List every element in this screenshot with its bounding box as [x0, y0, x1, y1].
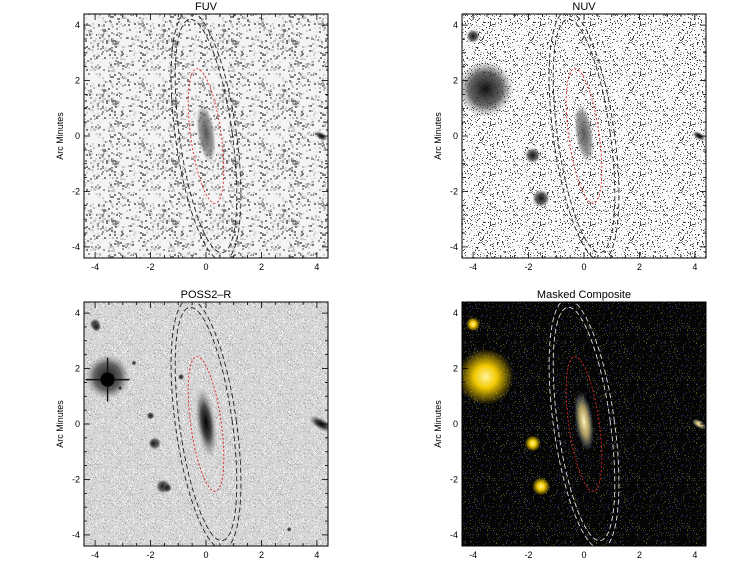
outer-aperture-1 — [548, 302, 620, 546]
outer-aperture-0 — [552, 18, 616, 254]
central-galaxy — [194, 386, 218, 459]
x-tick-label: -2 — [147, 550, 155, 560]
panel-image-nuv — [462, 14, 706, 258]
x-tick-label: 4 — [692, 550, 697, 560]
y-axis-label: Arc Minutes — [55, 112, 65, 160]
y-tick-label: 0 — [75, 131, 80, 141]
edge-galaxy — [691, 130, 706, 142]
y-tick-label: 4 — [453, 20, 458, 30]
y-tick-label: 2 — [453, 76, 458, 86]
edge-galaxy — [308, 415, 328, 433]
y-tick-label: 2 — [453, 364, 458, 374]
x-tick-label: 4 — [314, 262, 319, 272]
outer-aperture-0 — [174, 18, 238, 254]
panel-poss: -4 -4 -2 -2 0 0 2 2 4 4 POSS2–R Arc Minutes — [55, 289, 329, 560]
y-tick-label: -2 — [450, 474, 458, 484]
x-tick-label: 2 — [637, 262, 642, 272]
x-tick-label: 4 — [692, 262, 697, 272]
y-tick-label: 4 — [75, 20, 80, 30]
x-tick-label: -4 — [91, 262, 99, 272]
panel-comp: -4 -4 -2 -2 0 0 2 2 4 4 Masked Composite Arc Minute… — [433, 289, 707, 560]
source-11 — [117, 385, 123, 391]
y-tick-label: -4 — [450, 530, 458, 540]
y-tick-label: -4 — [72, 242, 80, 252]
y-axis-label: Arc Minutes — [55, 400, 65, 448]
x-tick-label: -4 — [91, 550, 99, 560]
x-tick-label: 0 — [581, 262, 586, 272]
source-2 — [532, 189, 551, 208]
edge-galaxy — [691, 418, 706, 430]
x-tick-label: -4 — [469, 262, 477, 272]
y-tick-label: 0 — [75, 419, 80, 429]
inner-aperture — [565, 68, 603, 204]
outer-aperture-1 — [170, 302, 242, 546]
x-tick-label: -2 — [525, 262, 533, 272]
panel-image-fuv — [84, 14, 328, 258]
source-5 — [146, 411, 155, 420]
edge-galaxy — [313, 130, 328, 142]
source-0 — [462, 60, 514, 117]
y-tick-label: 4 — [75, 308, 80, 318]
source-3 — [466, 317, 481, 332]
y-tick-label: 0 — [453, 419, 458, 429]
panel-nuv: -4 -4 -2 -2 0 0 2 2 4 4 NUV Arc Minutes — [433, 1, 707, 272]
source-3 — [466, 29, 481, 44]
x-tick-label: 2 — [259, 262, 264, 272]
y-tick-label: 2 — [75, 76, 80, 86]
x-tick-label: 4 — [314, 550, 319, 560]
y-tick-label: 4 — [453, 308, 458, 318]
outer-aperture-1 — [548, 14, 620, 258]
x-tick-label: 0 — [581, 550, 586, 560]
outer-aperture-0 — [174, 306, 238, 542]
source-10 — [131, 360, 137, 366]
y-tick-label: 0 — [453, 131, 458, 141]
x-tick-label: 2 — [637, 550, 642, 560]
x-tick-label: 2 — [259, 550, 264, 560]
x-tick-label: -2 — [525, 550, 533, 560]
source-0 — [462, 348, 514, 405]
panel-title: POSS2–R — [181, 289, 232, 301]
inner-aperture — [187, 68, 225, 204]
source-8 — [177, 373, 185, 381]
panel-title: Masked Composite — [537, 289, 631, 301]
central-galaxy — [574, 391, 594, 451]
y-tick-label: -4 — [450, 242, 458, 252]
y-axis-label: Arc Minutes — [433, 112, 443, 160]
source-4 — [91, 322, 102, 332]
outer-aperture-0 — [552, 306, 616, 542]
y-tick-label: -2 — [72, 186, 80, 196]
source-1 — [524, 435, 541, 452]
y-tick-label: -2 — [450, 186, 458, 196]
source-1 — [524, 147, 541, 164]
outer-aperture-1 — [170, 14, 242, 258]
panel-title: NUV — [572, 1, 596, 13]
x-tick-label: -4 — [469, 550, 477, 560]
y-tick-label: -4 — [72, 530, 80, 540]
source-7 — [162, 482, 172, 493]
x-tick-label: 0 — [203, 262, 208, 272]
central-galaxy — [196, 103, 216, 163]
panel-image-poss — [84, 302, 328, 546]
panel-title: FUV — [195, 1, 218, 13]
source-9 — [286, 526, 292, 532]
y-axis-label: Arc Minutes — [433, 400, 443, 448]
y-tick-label: -2 — [72, 474, 80, 484]
panel-fuv: -4 -4 -2 -2 0 0 2 2 4 4 FUV Arc Minutes — [55, 1, 329, 272]
panel-image-comp — [462, 302, 706, 546]
x-tick-label: 0 — [203, 550, 208, 560]
x-tick-label: -2 — [147, 262, 155, 272]
source-6 — [149, 439, 158, 448]
y-tick-label: 2 — [75, 364, 80, 374]
source-2 — [532, 477, 551, 496]
central-galaxy — [574, 103, 594, 163]
